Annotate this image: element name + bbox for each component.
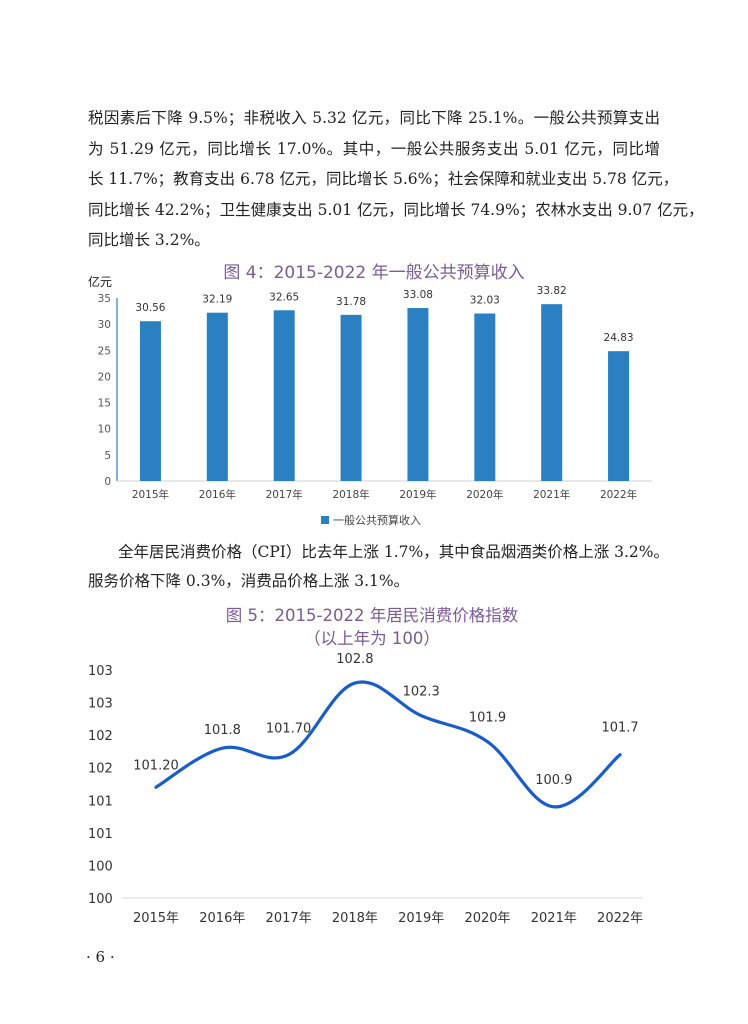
y-tick-label: 102 — [88, 729, 113, 744]
data-label: 102.3 — [403, 685, 440, 700]
y-tick-label: 5 — [104, 450, 111, 462]
x-tick-label: 2018年 — [332, 488, 369, 501]
data-label: 31.78 — [336, 296, 366, 308]
x-tick-label: 2021年 — [533, 488, 570, 501]
paragraph-line: 同比增长 3.2%。 — [88, 231, 210, 249]
x-tick-label: 2019年 — [399, 488, 436, 501]
x-tick-label: 2015年 — [133, 911, 179, 926]
page-number: · 6 · — [86, 948, 115, 966]
data-label: 30.56 — [135, 302, 165, 314]
x-tick-label: 2020年 — [466, 488, 503, 501]
bar — [474, 313, 496, 481]
x-tick-label: 2021年 — [531, 911, 577, 926]
bar — [340, 314, 362, 481]
data-label: 101.9 — [469, 711, 506, 726]
legend-swatch — [321, 516, 329, 524]
y-tick-label: 25 — [98, 345, 111, 357]
y-tick-label: 103 — [88, 697, 113, 712]
y-tick-label: 35 — [98, 293, 111, 305]
data-label: 33.08 — [403, 289, 433, 301]
data-label: 102.8 — [336, 652, 373, 667]
y-tick-label: 100 — [88, 892, 113, 907]
y-tick-label: 100 — [88, 859, 113, 874]
chart-title: 图 4：2015-2022 年一般公共预算收入 — [223, 263, 524, 283]
data-label: 101.20 — [133, 758, 179, 773]
chart-subtitle: （以上年为 100） — [304, 629, 440, 648]
paragraph-line: 长 11.7%；教育支出 6.78 亿元，同比增长 5.6%；社会保障和就业支出… — [88, 170, 679, 188]
data-label: 32.19 — [202, 294, 232, 306]
bar — [139, 321, 161, 481]
bar — [608, 351, 630, 481]
y-tick-label: 10 — [98, 424, 111, 436]
y-axis-unit: 亿元 — [88, 274, 112, 289]
data-label: 101.70 — [266, 722, 312, 737]
data-label: 100.9 — [535, 773, 572, 788]
paragraph-line: 全年居民消费价格（CPI）比去年上涨 1.7%，其中食品烟酒类价格上涨 3.2%… — [118, 543, 670, 561]
x-tick-label: 2015年 — [132, 488, 169, 501]
data-label: 101.8 — [204, 723, 241, 738]
y-tick-label: 101 — [88, 827, 113, 842]
bar — [541, 304, 563, 481]
data-label: 101.7 — [601, 721, 638, 736]
x-tick-label: 2016年 — [199, 911, 245, 926]
paragraph-line: 为 51.29 亿元，同比增长 17.0%。其中，一般公共服务支出 5.01 亿… — [88, 139, 660, 158]
y-tick-label: 0 — [104, 476, 111, 488]
data-label: 32.65 — [269, 291, 299, 303]
x-tick-label: 2018年 — [332, 911, 378, 926]
y-tick-label: 15 — [98, 398, 111, 410]
x-tick-label: 2020年 — [464, 911, 510, 926]
y-tick-label: 30 — [98, 319, 111, 331]
y-tick-label: 103 — [88, 664, 113, 679]
data-label: 33.82 — [537, 285, 567, 297]
cpi-line — [154, 680, 622, 809]
bar — [273, 310, 295, 481]
x-tick-label: 2017年 — [266, 488, 303, 501]
x-tick-label: 2019年 — [398, 911, 444, 926]
x-tick-label: 2017年 — [266, 911, 312, 926]
data-label: 32.03 — [470, 295, 500, 307]
y-tick-label: 102 — [88, 762, 113, 777]
x-tick-label: 2016年 — [199, 488, 236, 501]
legend-label: 一般公共预算收入 — [333, 513, 421, 527]
bar — [407, 308, 429, 481]
y-tick-label: 20 — [98, 371, 111, 383]
paragraph-line: 服务价格下降 0.3%，消费品价格上涨 3.1%。 — [88, 572, 410, 590]
paragraph-line: 同比增长 42.2%；卫生健康支出 5.01 亿元，同比增长 74.9%；农林水… — [88, 200, 704, 219]
paragraph-line: 税因素后下降 9.5%；非税收入 5.32 亿元，同比下降 25.1%。一般公共… — [88, 109, 660, 127]
y-tick-label: 101 — [88, 794, 113, 809]
bar — [206, 312, 228, 481]
x-tick-label: 2022年 — [600, 488, 637, 501]
chart-title: 图 5：2015-2022 年居民消费价格指数 — [226, 606, 519, 625]
data-label: 24.83 — [604, 332, 634, 344]
x-tick-label: 2022年 — [597, 911, 643, 926]
